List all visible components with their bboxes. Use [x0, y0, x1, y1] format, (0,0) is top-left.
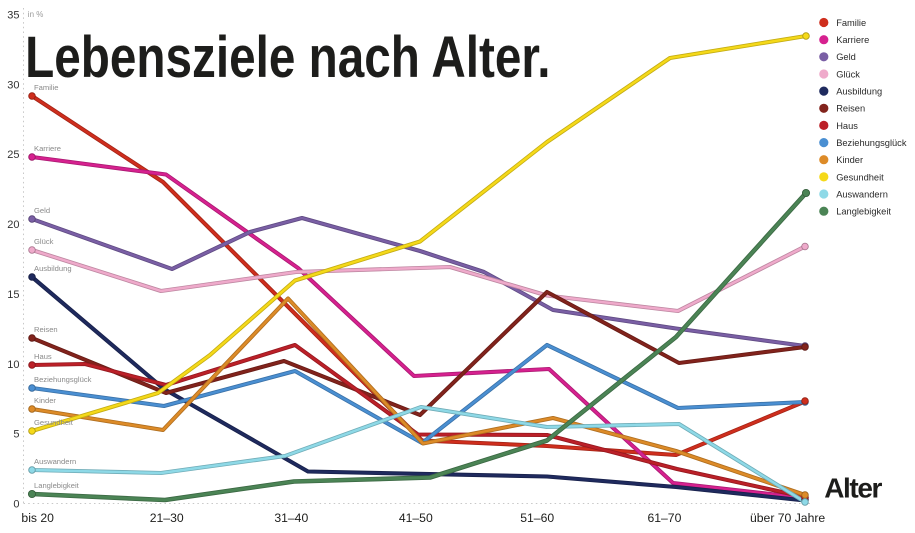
svg-text:Reisen: Reisen — [836, 104, 865, 114]
svg-text:Langlebigkeit: Langlebigkeit — [836, 207, 891, 217]
svg-text:10: 10 — [7, 359, 19, 371]
svg-text:Langlebigkeit: Langlebigkeit — [34, 481, 80, 490]
svg-text:Kinder: Kinder — [34, 396, 56, 405]
svg-text:Auswandern: Auswandern — [34, 457, 76, 466]
svg-text:51–60: 51–60 — [520, 511, 554, 525]
svg-text:0: 0 — [13, 499, 19, 511]
svg-text:in %: in % — [28, 10, 44, 19]
svg-text:Gesundheit: Gesundheit — [34, 418, 74, 427]
svg-text:Alter: Alter — [824, 473, 882, 504]
svg-text:Beziehungsglück: Beziehungsglück — [836, 138, 907, 148]
svg-text:Karriere: Karriere — [836, 35, 869, 45]
svg-text:Karriere: Karriere — [34, 144, 61, 153]
svg-text:Glück: Glück — [34, 237, 54, 246]
svg-text:Geld: Geld — [34, 206, 50, 215]
svg-text:Reisen: Reisen — [34, 325, 58, 334]
svg-text:15: 15 — [7, 289, 19, 301]
svg-text:Familie: Familie — [34, 83, 58, 92]
svg-text:35: 35 — [7, 10, 19, 22]
svg-text:Haus: Haus — [836, 121, 858, 131]
svg-text:Familie: Familie — [836, 18, 866, 28]
svg-text:bis 20: bis 20 — [21, 511, 54, 525]
svg-text:Kinder: Kinder — [836, 155, 863, 165]
svg-text:Ausbildung: Ausbildung — [836, 87, 882, 97]
svg-text:5: 5 — [13, 429, 19, 441]
svg-text:Gesundheit: Gesundheit — [836, 172, 884, 182]
svg-text:Geld: Geld — [836, 52, 856, 62]
svg-text:20: 20 — [7, 219, 19, 231]
svg-text:über 70 Jahre: über 70 Jahre — [750, 511, 825, 525]
svg-text:41–50: 41–50 — [399, 511, 433, 525]
svg-text:61–70: 61–70 — [647, 511, 681, 525]
svg-text:Haus: Haus — [34, 352, 52, 361]
svg-text:Beziehungsglück: Beziehungsglück — [34, 375, 92, 384]
svg-text:25: 25 — [7, 149, 19, 161]
svg-text:Ausbildung: Ausbildung — [34, 264, 72, 273]
svg-text:Auswandern: Auswandern — [836, 189, 888, 199]
svg-text:Glück: Glück — [836, 69, 860, 79]
svg-text:30: 30 — [7, 79, 19, 91]
svg-text:21–30: 21–30 — [150, 511, 184, 525]
svg-text:31–40: 31–40 — [274, 511, 308, 525]
svg-text:Lebensziele nach Alter.: Lebensziele nach Alter. — [25, 26, 550, 90]
